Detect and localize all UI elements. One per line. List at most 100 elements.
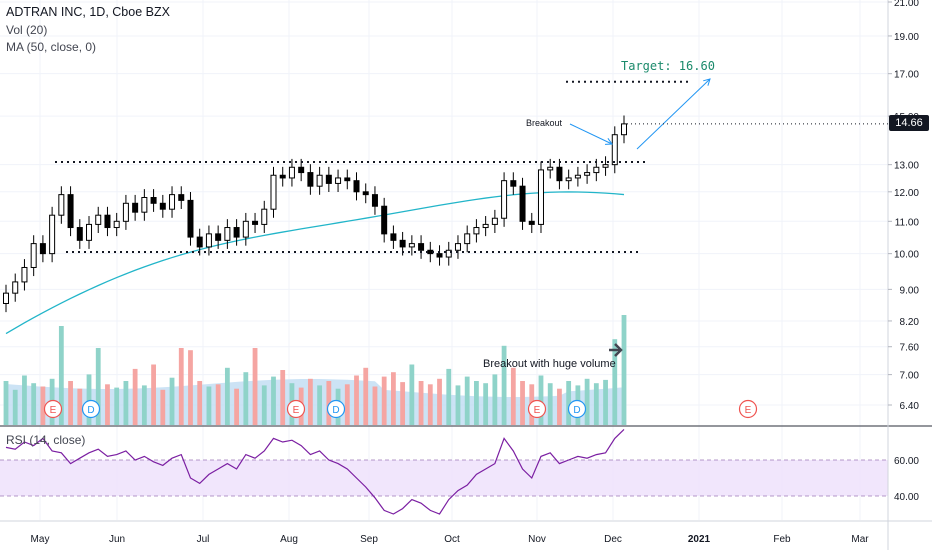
volume-bar xyxy=(95,348,101,425)
candle-up xyxy=(113,220,120,229)
volume-bar xyxy=(391,372,396,425)
volume-bar xyxy=(31,383,37,425)
candle-up xyxy=(445,249,452,258)
candle-up xyxy=(30,243,37,268)
breakout-annotation: Breakout xyxy=(526,118,563,128)
volume-bar xyxy=(197,381,203,425)
earnings-marker xyxy=(527,399,547,419)
candle-up xyxy=(593,166,600,174)
candle-up xyxy=(491,217,498,225)
candle-up xyxy=(205,233,212,248)
candle-down xyxy=(187,199,194,238)
volume-bar xyxy=(612,339,618,425)
candle-up xyxy=(501,180,508,219)
candle-down xyxy=(178,194,185,201)
volume-bar xyxy=(22,375,27,425)
candle-down xyxy=(344,177,351,182)
volume-bar xyxy=(68,381,73,425)
candle-down xyxy=(104,214,111,229)
volume-bar xyxy=(584,378,590,425)
volume-bar xyxy=(40,386,46,425)
price-axis-label: 17.00 xyxy=(894,70,919,81)
volume-bar xyxy=(326,381,332,425)
candle-up xyxy=(574,174,581,179)
volume-bar xyxy=(464,376,470,425)
candle-up xyxy=(288,166,295,179)
candle-up xyxy=(621,123,627,136)
candle-up xyxy=(584,172,591,176)
candle-up xyxy=(602,164,609,168)
price-axis-label: 21.00 xyxy=(894,0,919,9)
volume-bar xyxy=(455,385,461,425)
candle-up xyxy=(224,227,231,241)
price-axis-label: 9.00 xyxy=(900,285,920,296)
volume-bar xyxy=(363,367,369,425)
candle-down xyxy=(371,194,378,207)
candle-down xyxy=(325,174,332,184)
moving-average-legend: MA (50, close, 0) xyxy=(6,40,97,54)
candle-down xyxy=(215,233,222,241)
candle-down xyxy=(76,227,83,241)
candle-up xyxy=(454,243,461,251)
volume-bar xyxy=(409,364,415,425)
candle-up xyxy=(547,166,554,171)
candle-up xyxy=(611,134,618,166)
volume-bar xyxy=(3,381,9,425)
candle-down xyxy=(307,172,314,187)
candle-up xyxy=(58,194,65,216)
rsi-axis-label: 60.00 xyxy=(894,456,919,467)
volume-legend: Vol (20) xyxy=(6,23,48,37)
candle-up xyxy=(316,174,323,187)
candle-up xyxy=(49,214,56,255)
volume-bar xyxy=(12,389,18,425)
volume-bar xyxy=(58,326,64,425)
candle-up xyxy=(242,220,249,238)
volume-bar xyxy=(621,315,627,425)
earnings-marker-label: E xyxy=(293,405,300,416)
candle-up xyxy=(565,177,572,182)
price-axis-label: 7.00 xyxy=(900,371,920,382)
price-axis-label: 13.00 xyxy=(894,161,919,172)
volume-bar xyxy=(372,386,378,425)
candle-up xyxy=(122,202,129,222)
volume-bar xyxy=(169,377,175,425)
price-axis-label: 19.00 xyxy=(894,32,919,43)
volume-bar xyxy=(271,376,276,425)
dividend-marker-label: D xyxy=(332,405,339,416)
chart-legend-title: ADTRAN INC, 1D, Cboe BZX xyxy=(6,5,170,19)
volume-bar xyxy=(132,368,138,425)
price-axis-label: 12.00 xyxy=(894,188,919,199)
price-axis-label: 10.00 xyxy=(894,250,919,261)
candle-down xyxy=(362,191,369,196)
candle-up xyxy=(270,174,277,210)
candle-down xyxy=(159,202,166,210)
dividend-marker xyxy=(81,399,101,419)
candle-up xyxy=(464,233,471,245)
volume-bar xyxy=(474,381,479,425)
candle-down xyxy=(381,205,388,235)
volume-bar xyxy=(77,388,83,425)
candle-up xyxy=(12,281,19,294)
time-axis-label: Aug xyxy=(280,534,298,545)
volume-bar xyxy=(141,385,147,425)
candle-up xyxy=(141,197,148,213)
candle-down xyxy=(67,194,74,229)
volume-bar xyxy=(427,384,433,425)
rsi-line xyxy=(5,428,625,515)
volume-bar xyxy=(538,375,544,425)
candle-up xyxy=(3,292,9,304)
candle-down xyxy=(528,220,535,225)
candle-up xyxy=(169,194,176,210)
candle-up xyxy=(537,169,544,225)
earnings-marker-label: E xyxy=(50,405,57,416)
time-axis-label: Feb xyxy=(773,534,791,545)
rsi-axis-label: 40.00 xyxy=(894,492,919,503)
candle-down xyxy=(399,239,406,248)
volume-bar xyxy=(547,383,553,425)
volume-bar xyxy=(160,389,166,425)
price-axis-label: 8.20 xyxy=(900,317,920,328)
candle-down xyxy=(519,185,526,222)
time-axis-label: Mar xyxy=(851,534,869,545)
